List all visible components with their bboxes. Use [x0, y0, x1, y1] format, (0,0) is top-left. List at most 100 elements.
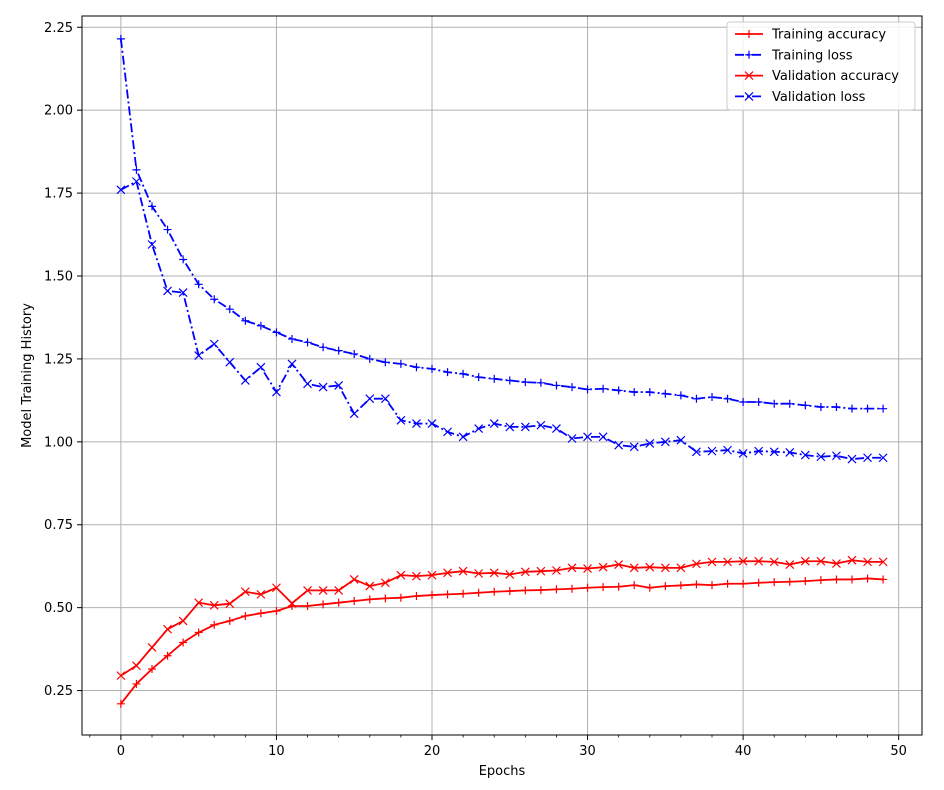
- data-point: [599, 384, 608, 393]
- y-tick-label: 1.75: [44, 187, 73, 202]
- data-point: [754, 398, 763, 407]
- data-point: [256, 321, 265, 330]
- data-point: [412, 419, 421, 429]
- data-point: [552, 585, 561, 594]
- legend-item: Training accuracy: [735, 28, 886, 43]
- data-point: [210, 295, 219, 304]
- data-point: [536, 378, 545, 387]
- data-point: [536, 566, 546, 576]
- data-point: [225, 599, 235, 609]
- data-point: [225, 357, 235, 367]
- data-point: [801, 577, 810, 586]
- data-point: [879, 404, 888, 413]
- data-point: [365, 394, 375, 404]
- x-axis-label: Epochs: [479, 764, 526, 779]
- data-point: [163, 225, 172, 234]
- data-point: [194, 351, 204, 361]
- legend-item: Validation accuracy: [735, 69, 899, 84]
- data-point: [567, 434, 577, 443]
- data-point: [816, 403, 825, 412]
- data-point: [396, 415, 406, 425]
- data-point: [319, 600, 328, 609]
- data-point: [723, 445, 732, 455]
- data-point: [676, 581, 685, 590]
- data-point: [163, 286, 172, 296]
- data-point: [163, 651, 172, 660]
- data-point: [459, 589, 468, 598]
- data-point: [256, 589, 266, 599]
- data-point: [848, 575, 856, 584]
- data-point: [443, 368, 452, 377]
- data-point: [863, 574, 872, 583]
- data-point: [148, 665, 156, 674]
- data-point: [505, 376, 514, 385]
- data-point: [676, 435, 686, 445]
- data-point: [832, 403, 841, 412]
- data-point: [816, 556, 826, 566]
- data-point: [692, 447, 701, 457]
- data-point: [380, 578, 390, 588]
- data-point: [147, 643, 157, 652]
- data-point: [832, 575, 841, 584]
- data-point: [723, 394, 732, 403]
- series-layer: [116, 34, 888, 708]
- data-point: [256, 609, 265, 618]
- data-point: [879, 575, 888, 584]
- data-point: [303, 379, 312, 389]
- legend-marker: [744, 91, 754, 101]
- data-point: [505, 570, 515, 579]
- data-point: [785, 448, 795, 457]
- data-point: [303, 601, 312, 610]
- data-point: [132, 661, 141, 671]
- data-point: [303, 338, 312, 347]
- data-point: [443, 590, 452, 599]
- data-point: [474, 424, 484, 433]
- data-point: [645, 583, 654, 592]
- data-point: [349, 409, 359, 419]
- data-point: [614, 386, 623, 395]
- data-point: [319, 343, 328, 352]
- data-point: [552, 424, 561, 433]
- data-point: [505, 587, 514, 596]
- data-point: [458, 432, 468, 442]
- x-tick-label: 20: [424, 744, 441, 759]
- data-point: [847, 454, 857, 464]
- data-point: [630, 581, 639, 590]
- x-tick-label: 30: [579, 744, 596, 759]
- data-point: [178, 288, 188, 298]
- data-point: [381, 358, 390, 367]
- data-point: [645, 562, 655, 572]
- data-point: [754, 446, 764, 456]
- data-point: [770, 578, 779, 587]
- data-point: [225, 616, 234, 625]
- data-point: [676, 391, 685, 400]
- data-point: [785, 399, 794, 408]
- data-point: [583, 432, 592, 442]
- data-point: [272, 387, 281, 397]
- data-point: [660, 563, 670, 573]
- data-point: [178, 616, 188, 626]
- data-point: [132, 165, 141, 174]
- series-validation-loss: [116, 177, 888, 464]
- data-point: [209, 600, 219, 610]
- data-point: [676, 563, 686, 573]
- series-training-loss: [116, 34, 888, 413]
- x-tick-label: 40: [735, 744, 752, 759]
- data-point: [630, 388, 639, 397]
- data-point: [552, 381, 561, 390]
- data-point: [769, 447, 779, 457]
- data-point: [116, 34, 125, 43]
- data-point: [754, 578, 763, 587]
- data-point: [459, 369, 468, 378]
- data-point: [396, 570, 406, 580]
- data-point: [179, 638, 188, 647]
- data-point: [349, 575, 359, 584]
- data-point: [116, 699, 125, 708]
- data-point: [739, 398, 748, 407]
- data-point: [179, 255, 188, 264]
- data-point: [272, 328, 281, 337]
- data-point: [770, 399, 779, 408]
- grid: [82, 16, 922, 735]
- data-point: [381, 594, 390, 603]
- data-point: [520, 567, 530, 577]
